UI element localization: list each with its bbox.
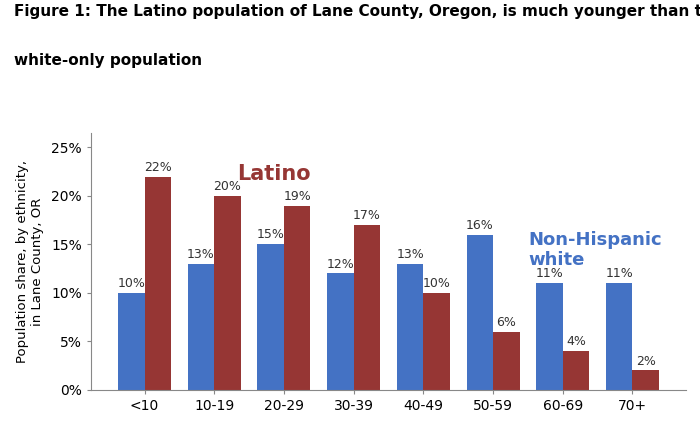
Text: 2%: 2% xyxy=(636,354,656,368)
Bar xyxy=(493,332,519,390)
Text: 15%: 15% xyxy=(257,229,285,241)
Bar xyxy=(118,293,144,390)
Text: Latino: Latino xyxy=(237,164,310,184)
Bar xyxy=(467,235,493,390)
Bar xyxy=(214,196,241,390)
Bar xyxy=(633,370,659,390)
Bar xyxy=(327,273,354,390)
Bar xyxy=(144,176,171,390)
Bar xyxy=(397,264,424,390)
Text: Non-Hispanic
white: Non-Hispanic white xyxy=(528,230,662,269)
Text: 13%: 13% xyxy=(396,248,424,261)
Bar xyxy=(258,245,284,390)
Bar xyxy=(563,351,589,390)
Bar xyxy=(284,206,310,390)
Y-axis label: Population share, by ethnicity,
in Lane County, OR: Population share, by ethnicity, in Lane … xyxy=(16,160,44,363)
Text: 10%: 10% xyxy=(423,277,451,290)
Bar xyxy=(424,293,450,390)
Bar xyxy=(354,225,380,390)
Text: 22%: 22% xyxy=(144,161,172,174)
Bar xyxy=(188,264,214,390)
Text: 17%: 17% xyxy=(353,209,381,222)
Text: 16%: 16% xyxy=(466,219,494,232)
Bar xyxy=(536,283,563,390)
Text: 13%: 13% xyxy=(187,248,215,261)
Text: Figure 1: The Latino population of Lane County, Oregon, is much younger than the: Figure 1: The Latino population of Lane … xyxy=(14,4,700,19)
Text: white-only population: white-only population xyxy=(14,53,202,68)
Text: 4%: 4% xyxy=(566,335,586,348)
Text: 6%: 6% xyxy=(496,316,516,329)
Text: 10%: 10% xyxy=(118,277,145,290)
Text: 11%: 11% xyxy=(606,267,633,280)
Text: 11%: 11% xyxy=(536,267,564,280)
Text: 20%: 20% xyxy=(214,180,242,193)
Text: 12%: 12% xyxy=(326,257,354,271)
Text: 19%: 19% xyxy=(284,190,311,203)
Bar xyxy=(606,283,633,390)
